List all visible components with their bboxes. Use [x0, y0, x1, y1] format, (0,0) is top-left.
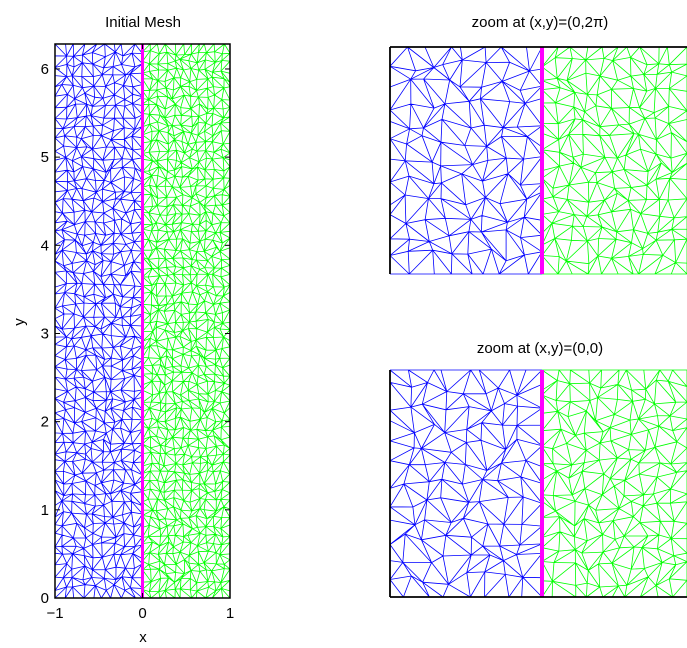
y-tick-label: 3	[41, 325, 49, 342]
y-tick-label: 0	[41, 590, 49, 607]
y-tick-label: 6	[41, 61, 49, 78]
y-tick-label: 1	[41, 502, 49, 519]
zoom-top-right-mesh	[541, 46, 687, 275]
y-tick-label: 5	[41, 149, 49, 166]
left-subdomain-mesh	[54, 43, 143, 599]
x-tick-label: 0	[138, 605, 146, 622]
x-ticks: −1 0 1	[46, 44, 234, 622]
zoom-left-mesh-edges	[389, 369, 543, 598]
zoom-top-panel: zoom at (x,y)=(0,2π)	[389, 14, 687, 275]
zoom-bottom-axes-frame	[389, 370, 687, 598]
zoom-bottom-right-mesh	[541, 369, 687, 598]
right-mesh-edges	[142, 43, 231, 599]
zoom-right-mesh-edges	[541, 369, 687, 598]
y-tick-label: 2	[41, 414, 49, 431]
y-tick-label: 4	[41, 237, 49, 254]
zoom-top-axes-frame	[389, 46, 687, 274]
y-axis-label: y	[11, 318, 28, 326]
zoom-bottom-title: zoom at (x,y)=(0,0)	[477, 340, 603, 357]
x-tick-label: −1	[46, 605, 63, 622]
zoom-top-left-mesh	[389, 46, 543, 275]
zoom-bottom-left-mesh	[389, 369, 543, 598]
x-tick-label: 1	[226, 605, 234, 622]
x-axis-label: x	[139, 629, 147, 646]
zoom-right-mesh-edges	[541, 46, 687, 275]
left-mesh-edges	[54, 43, 143, 599]
zoom-bottom-panel: zoom at (x,y)=(0,0)	[389, 340, 687, 598]
zoom-left-mesh-edges	[389, 46, 543, 275]
main-title: Initial Mesh	[105, 14, 181, 31]
right-subdomain-mesh	[142, 43, 231, 599]
y-ticks: 0 1 2 3 4 5 6	[41, 61, 230, 607]
zoom-top-title: zoom at (x,y)=(0,2π)	[472, 14, 609, 31]
